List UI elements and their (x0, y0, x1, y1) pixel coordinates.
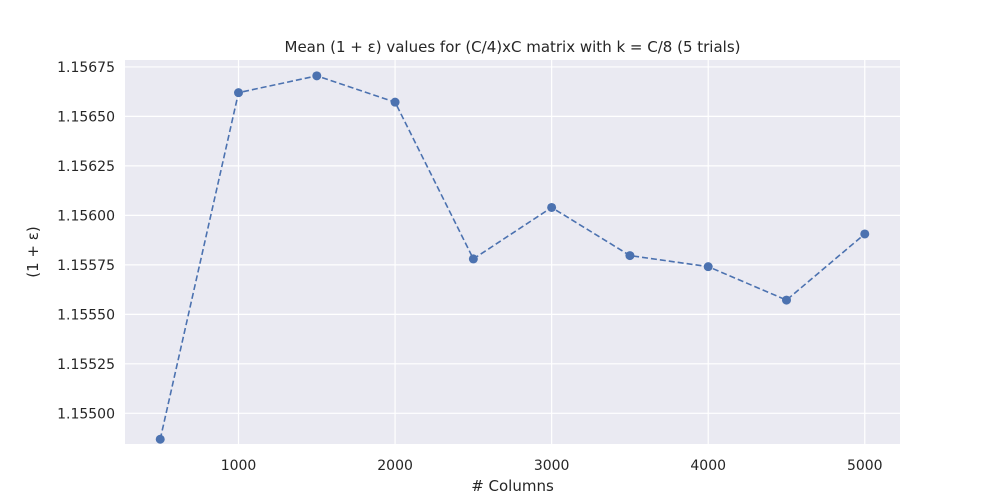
data-point (625, 251, 635, 261)
y-tick-label: 1.15575 (57, 258, 115, 274)
data-point (390, 97, 400, 107)
data-point (468, 254, 478, 264)
data-point (547, 202, 557, 212)
y-tick-label: 1.15625 (57, 159, 115, 175)
data-point (312, 71, 322, 81)
y-tick-label: 1.15675 (57, 60, 115, 76)
y-tick-label: 1.15500 (57, 406, 115, 422)
y-tick-label: 1.15550 (57, 307, 115, 323)
x-tick-label: 5000 (847, 458, 883, 474)
y-tick-labels: 1.15500 1.15525 1.15550 1.15575 1.15600 1.156… (57, 60, 115, 422)
data-point (860, 229, 870, 239)
plot-background (125, 60, 900, 444)
x-tick-label: 1000 (221, 458, 257, 474)
data-point (155, 434, 165, 444)
x-tick-label: 3000 (534, 458, 570, 474)
y-tick-label: 1.15600 (57, 208, 115, 224)
x-tick-label: 4000 (690, 458, 726, 474)
chart-title: Mean (1 + ε) values for (C/4)xC matrix w… (285, 38, 741, 56)
y-tick-label: 1.15525 (57, 357, 115, 373)
y-tick-label: 1.15650 (57, 109, 115, 125)
series-path (159, 75, 866, 440)
data-point (234, 88, 244, 98)
x-axis-label: # Columns (471, 477, 554, 495)
y-axis-label: (1 + ε) (24, 226, 42, 277)
data-point (781, 295, 791, 305)
data-point (703, 262, 713, 272)
series-line (155, 71, 870, 444)
x-tick-labels: 1000 2000 3000 4000 5000 (221, 458, 883, 474)
x-tick-label: 2000 (377, 458, 413, 474)
grid (125, 60, 900, 444)
